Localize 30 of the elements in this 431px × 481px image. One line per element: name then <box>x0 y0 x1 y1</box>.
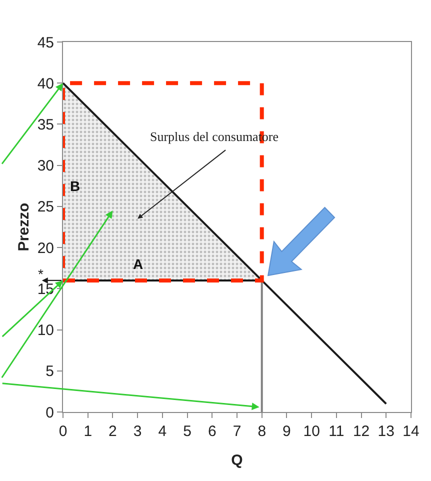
y-tick-label: 35 <box>37 116 54 134</box>
x-tick-label: 3 <box>133 423 142 440</box>
x-tick-label: 13 <box>378 423 394 440</box>
y-tick-label: 40 <box>37 75 54 92</box>
y-tick-label: 45 <box>37 34 54 52</box>
x-tick-label: 4 <box>158 423 167 440</box>
x-tick-label: 12 <box>352 423 370 440</box>
text: * <box>38 266 44 282</box>
x-axis-title: Q <box>231 452 244 469</box>
x-tick-label: 8 <box>258 423 266 440</box>
x-tick-label: 1 <box>84 423 92 440</box>
x-tick-label: 10 <box>303 423 320 440</box>
x-tick-label: 5 <box>183 423 192 440</box>
y-axis-title: Prezzo <box>16 202 33 252</box>
annotation: A <box>133 256 144 272</box>
y-tick-label: 0 <box>46 404 54 422</box>
y-tick-label: 20 <box>37 240 54 257</box>
y-tick-label: 30 <box>37 158 54 175</box>
x-tick-label: 9 <box>282 423 291 440</box>
y-tick-label: 10 <box>37 322 54 340</box>
y-tick-label: 15 <box>37 280 54 298</box>
x-tick-label: 7 <box>232 423 242 440</box>
x-tick-label: 14 <box>402 423 420 440</box>
y-tick-label: 5 <box>46 363 54 380</box>
x-tick-label: 2 <box>108 423 117 440</box>
x-tick-label: 0 <box>58 423 68 440</box>
y-tick-label: 25 <box>37 198 54 216</box>
annotation: B <box>70 178 80 194</box>
x-tick-label: 6 <box>208 423 216 440</box>
x-tick-label: 11 <box>328 423 344 440</box>
